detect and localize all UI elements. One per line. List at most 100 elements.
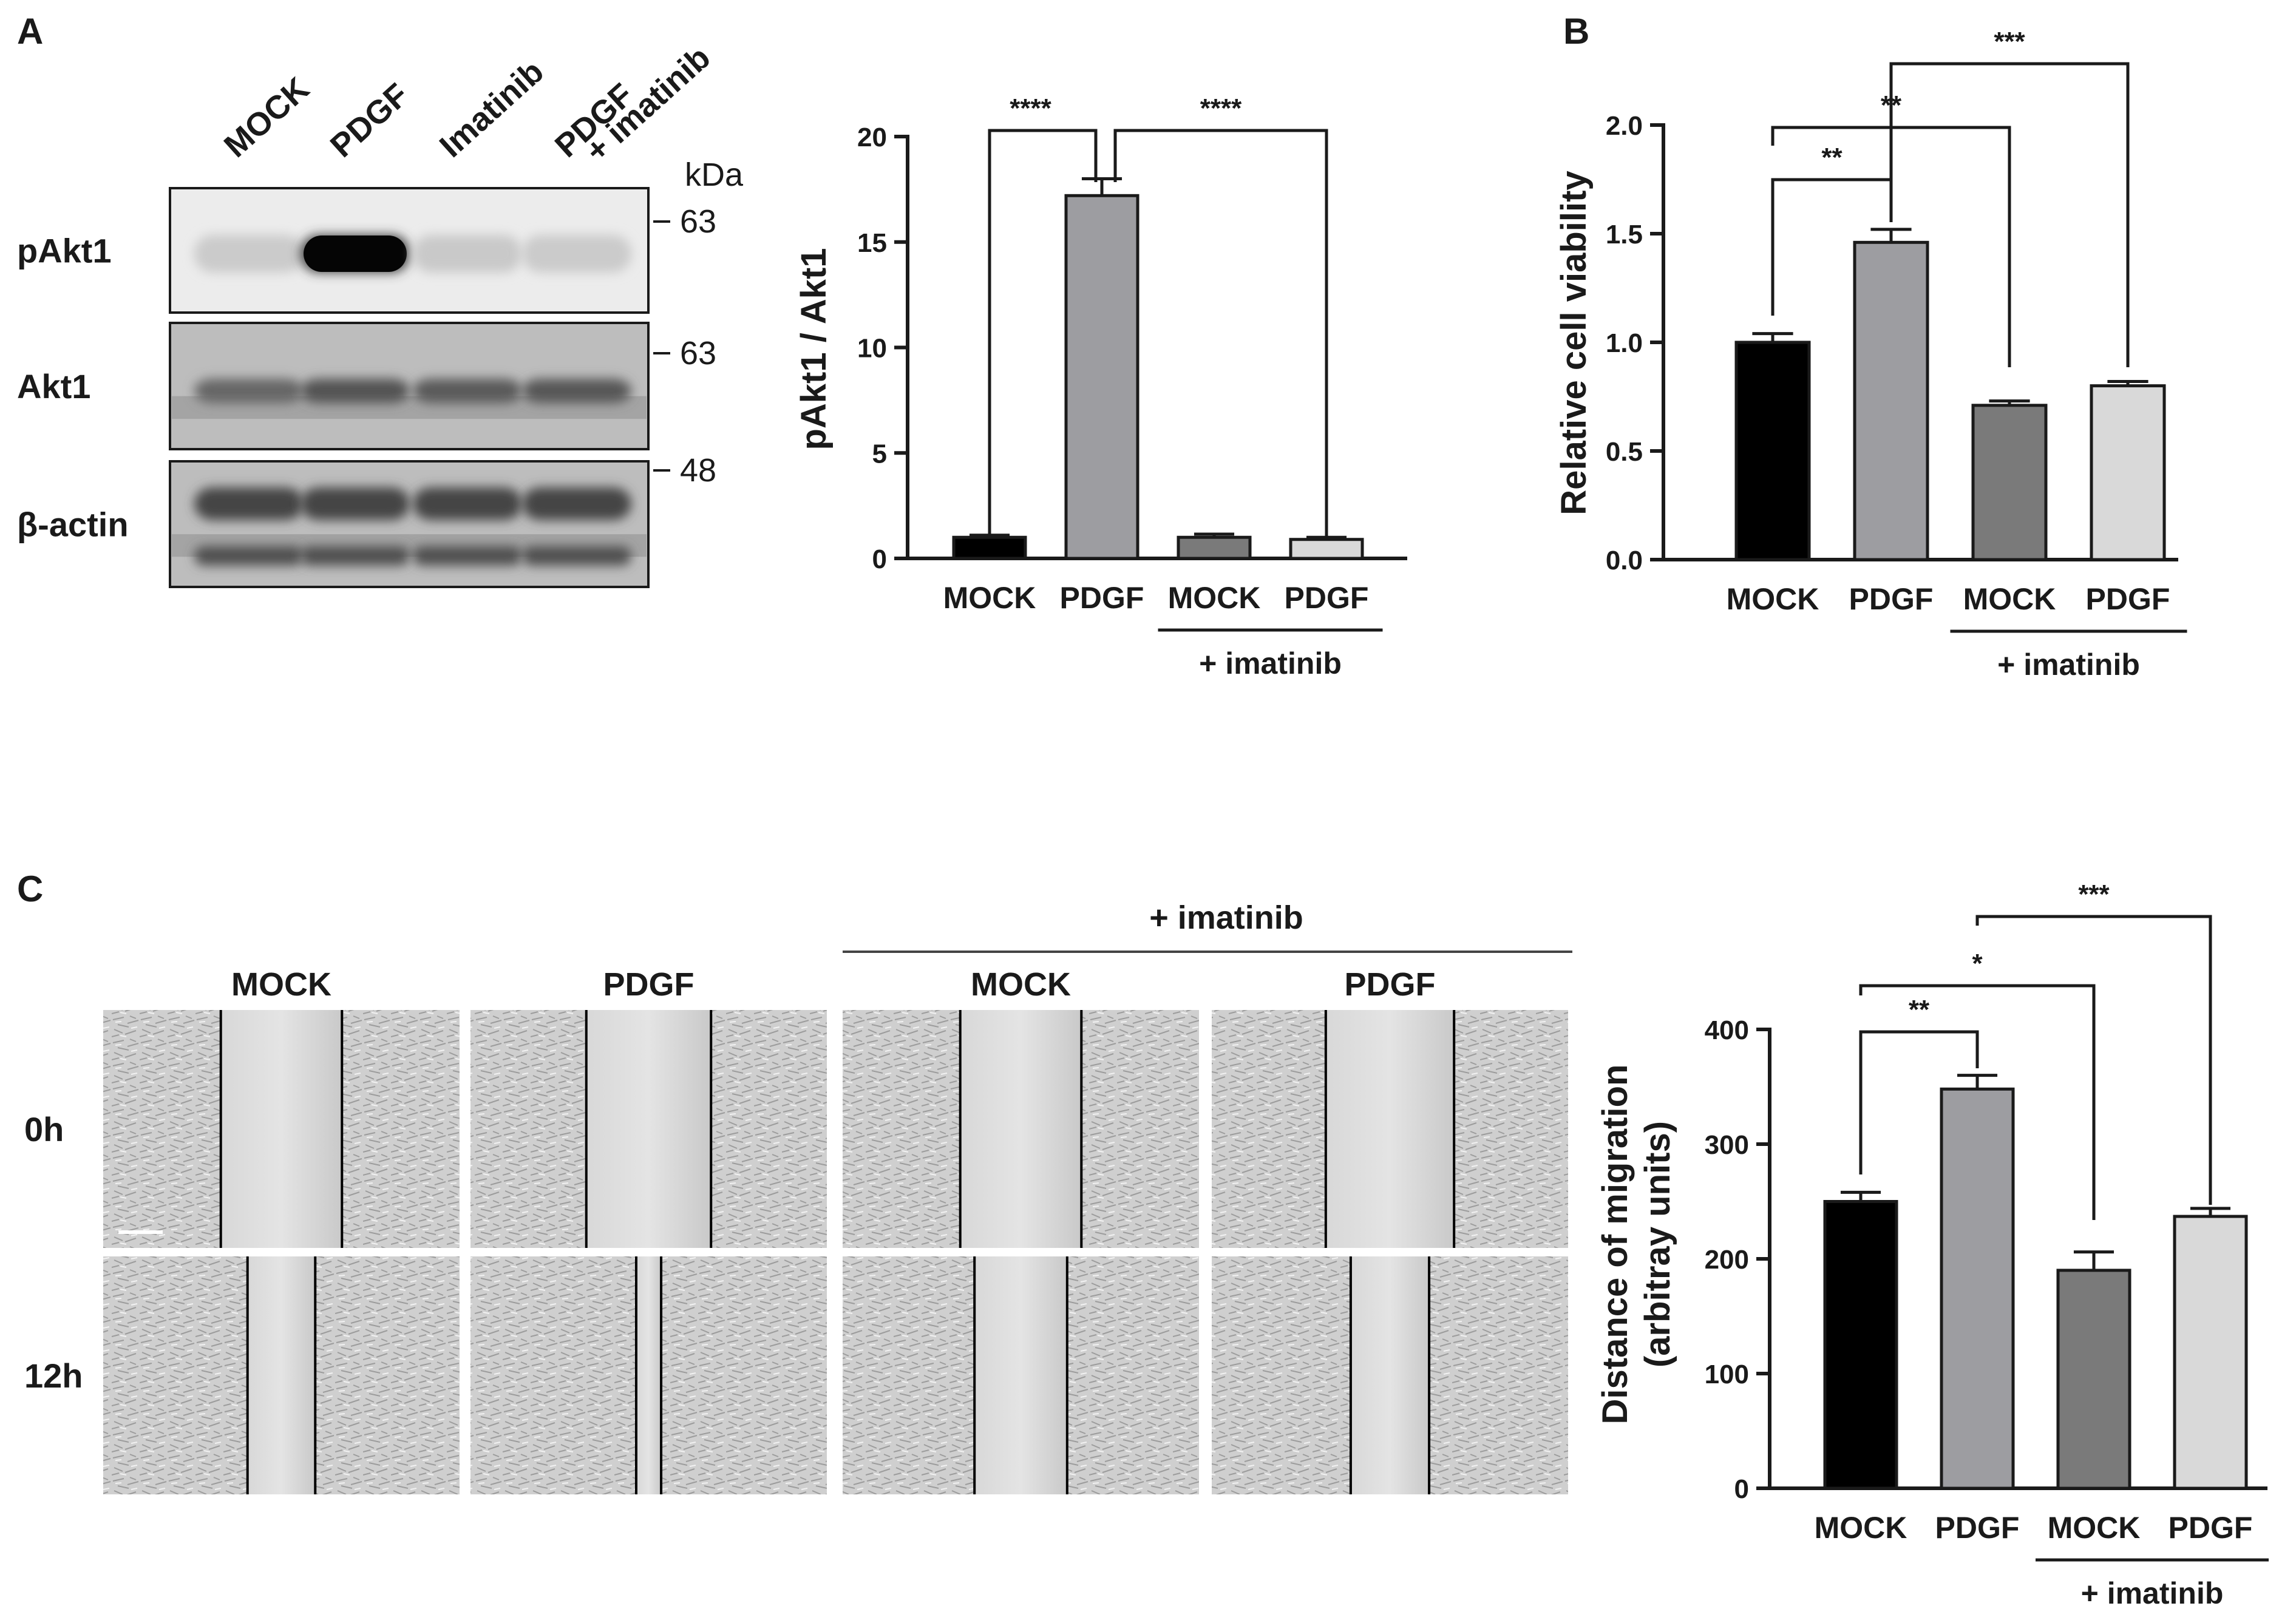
category-label: MOCK (943, 581, 1036, 615)
group-label: + imatinib (1997, 648, 2140, 682)
y-tick-label: 2.0 (1606, 111, 1643, 141)
significance-label: ** (1909, 995, 1930, 1025)
scratch-column-label: MOCK (971, 966, 1071, 1003)
wound-gap (974, 1256, 1067, 1494)
bar (952, 535, 1027, 560)
significance-label: **** (1200, 93, 1242, 123)
category-label: MOCK (1727, 582, 1819, 616)
group-label: + imatinib (1199, 646, 1342, 680)
wound-gap (1325, 1010, 1455, 1248)
y-axis-label: Distance of migration (1595, 1065, 1635, 1425)
blot-frame (169, 460, 650, 588)
y-tick-label: 300 (1705, 1130, 1749, 1160)
scratch-image (843, 1010, 1199, 1248)
y-tick-label: 0.5 (1606, 437, 1643, 467)
category-label: MOCK (1815, 1511, 1907, 1545)
bar (2090, 384, 2166, 561)
wound-gap (586, 1010, 712, 1248)
wound-gap (1350, 1256, 1430, 1494)
panel-letter-c: C (17, 869, 43, 909)
category-label: PDGF (1849, 582, 1934, 616)
blot-marker-label: 48 (680, 452, 716, 489)
wound-gap (247, 1256, 316, 1494)
blot-band (301, 487, 410, 520)
blot-band (301, 379, 410, 403)
scratch-assay-grid: + imatinib MOCK PDGF MOCK PDGF 0h 12h (24, 900, 1572, 1494)
blot-marker-label: 63 (680, 335, 716, 371)
blot-band (413, 379, 522, 403)
blot-lane-label: PDGF (324, 76, 416, 164)
blot-row-label: β-actin (17, 506, 129, 544)
panel-letter-b: B (1563, 11, 1589, 52)
y-tick-label: 15 (857, 228, 887, 258)
wound-gap (960, 1010, 1082, 1248)
significance-bracket (1975, 915, 2212, 1205)
significance-label: **** (1010, 93, 1051, 123)
y-tick-label: 0 (872, 544, 887, 574)
y-tick-label: 10 (857, 334, 887, 364)
blot-band (194, 487, 304, 520)
significance-bracket (1889, 62, 2130, 367)
category-label: MOCK (1168, 581, 1261, 615)
blot-band-lower (301, 546, 410, 566)
blot-row: β-actin 48 (17, 452, 716, 588)
blot-band (522, 235, 631, 273)
significance-bracket (988, 129, 1098, 534)
scratch-column-label: PDGF (603, 966, 694, 1003)
bar (1289, 538, 1364, 560)
y-axis-label-units: (arbitray units) (1638, 1121, 1677, 1368)
pakt1-akt1-chart: 0 5 10 15 20 MOCK PDGF MOCK PDGF + imatinib **** **… (794, 93, 1407, 680)
blot-band (194, 235, 304, 273)
category-label: PDGF (2086, 582, 2170, 616)
category-label: PDGF (1935, 1511, 2020, 1545)
scratch-image (103, 1256, 460, 1494)
y-tick-label: 400 (1705, 1015, 1749, 1045)
cell-viability-chart: 0.0 0.5 1.0 1.5 2.0 MOCK PDGF MOCK PDGF + imatini… (1554, 27, 2187, 682)
y-tick-label: 1.0 (1606, 328, 1643, 358)
scratch-group-label: + imatinib (1149, 900, 1303, 936)
blot-membrane (170, 461, 648, 587)
blot-row: Akt1 63 (17, 322, 716, 450)
significance-label: *** (2078, 879, 2110, 909)
blot-lane-label: MOCK (217, 70, 316, 164)
category-label: PDGF (1060, 581, 1144, 615)
wound-gap (220, 1010, 342, 1248)
y-tick-label: 0 (1734, 1474, 1749, 1504)
category-label: MOCK (2048, 1511, 2141, 1545)
category-label: MOCK (1963, 582, 2056, 616)
bar (1940, 1087, 2015, 1490)
scratch-image (1212, 1010, 1568, 1248)
significance-bracket (1859, 984, 2096, 1220)
y-tick-label: 20 (857, 123, 887, 152)
significance-label: *** (1994, 27, 2025, 56)
blot-frame (169, 187, 650, 314)
blot-band (522, 487, 631, 520)
wound-gap (636, 1256, 662, 1494)
y-axis-label: pAkt1 / Akt1 (794, 248, 834, 450)
bar (2056, 1269, 2131, 1490)
group-label: + imatinib (2081, 1576, 2224, 1610)
blot-lane-label: Imatinib (433, 53, 551, 164)
bar (1853, 240, 1929, 561)
blot-marker-label: 63 (680, 203, 716, 240)
blot-band-lower (522, 546, 631, 566)
y-tick-label: 200 (1705, 1245, 1749, 1275)
blot-band (522, 379, 631, 403)
blot-row-label: pAkt1 (17, 232, 112, 270)
kda-label: kDa (685, 157, 744, 193)
significance-bracket (1113, 129, 1328, 540)
y-axis-label: Relative cell viability (1554, 171, 1594, 515)
blot-band-lower (194, 546, 304, 566)
scratch-image (470, 1010, 827, 1248)
bar (1064, 194, 1140, 560)
blot-row: pAkt1 63 (17, 187, 716, 314)
scratch-row-label: 0h (24, 1110, 64, 1148)
bar (1177, 535, 1252, 560)
bar (1734, 341, 1811, 561)
significance-label: * (1972, 949, 1983, 978)
significance-bracket (1859, 1030, 1979, 1174)
category-label: PDGF (1285, 581, 1369, 615)
y-tick-label: 1.5 (1606, 220, 1643, 249)
